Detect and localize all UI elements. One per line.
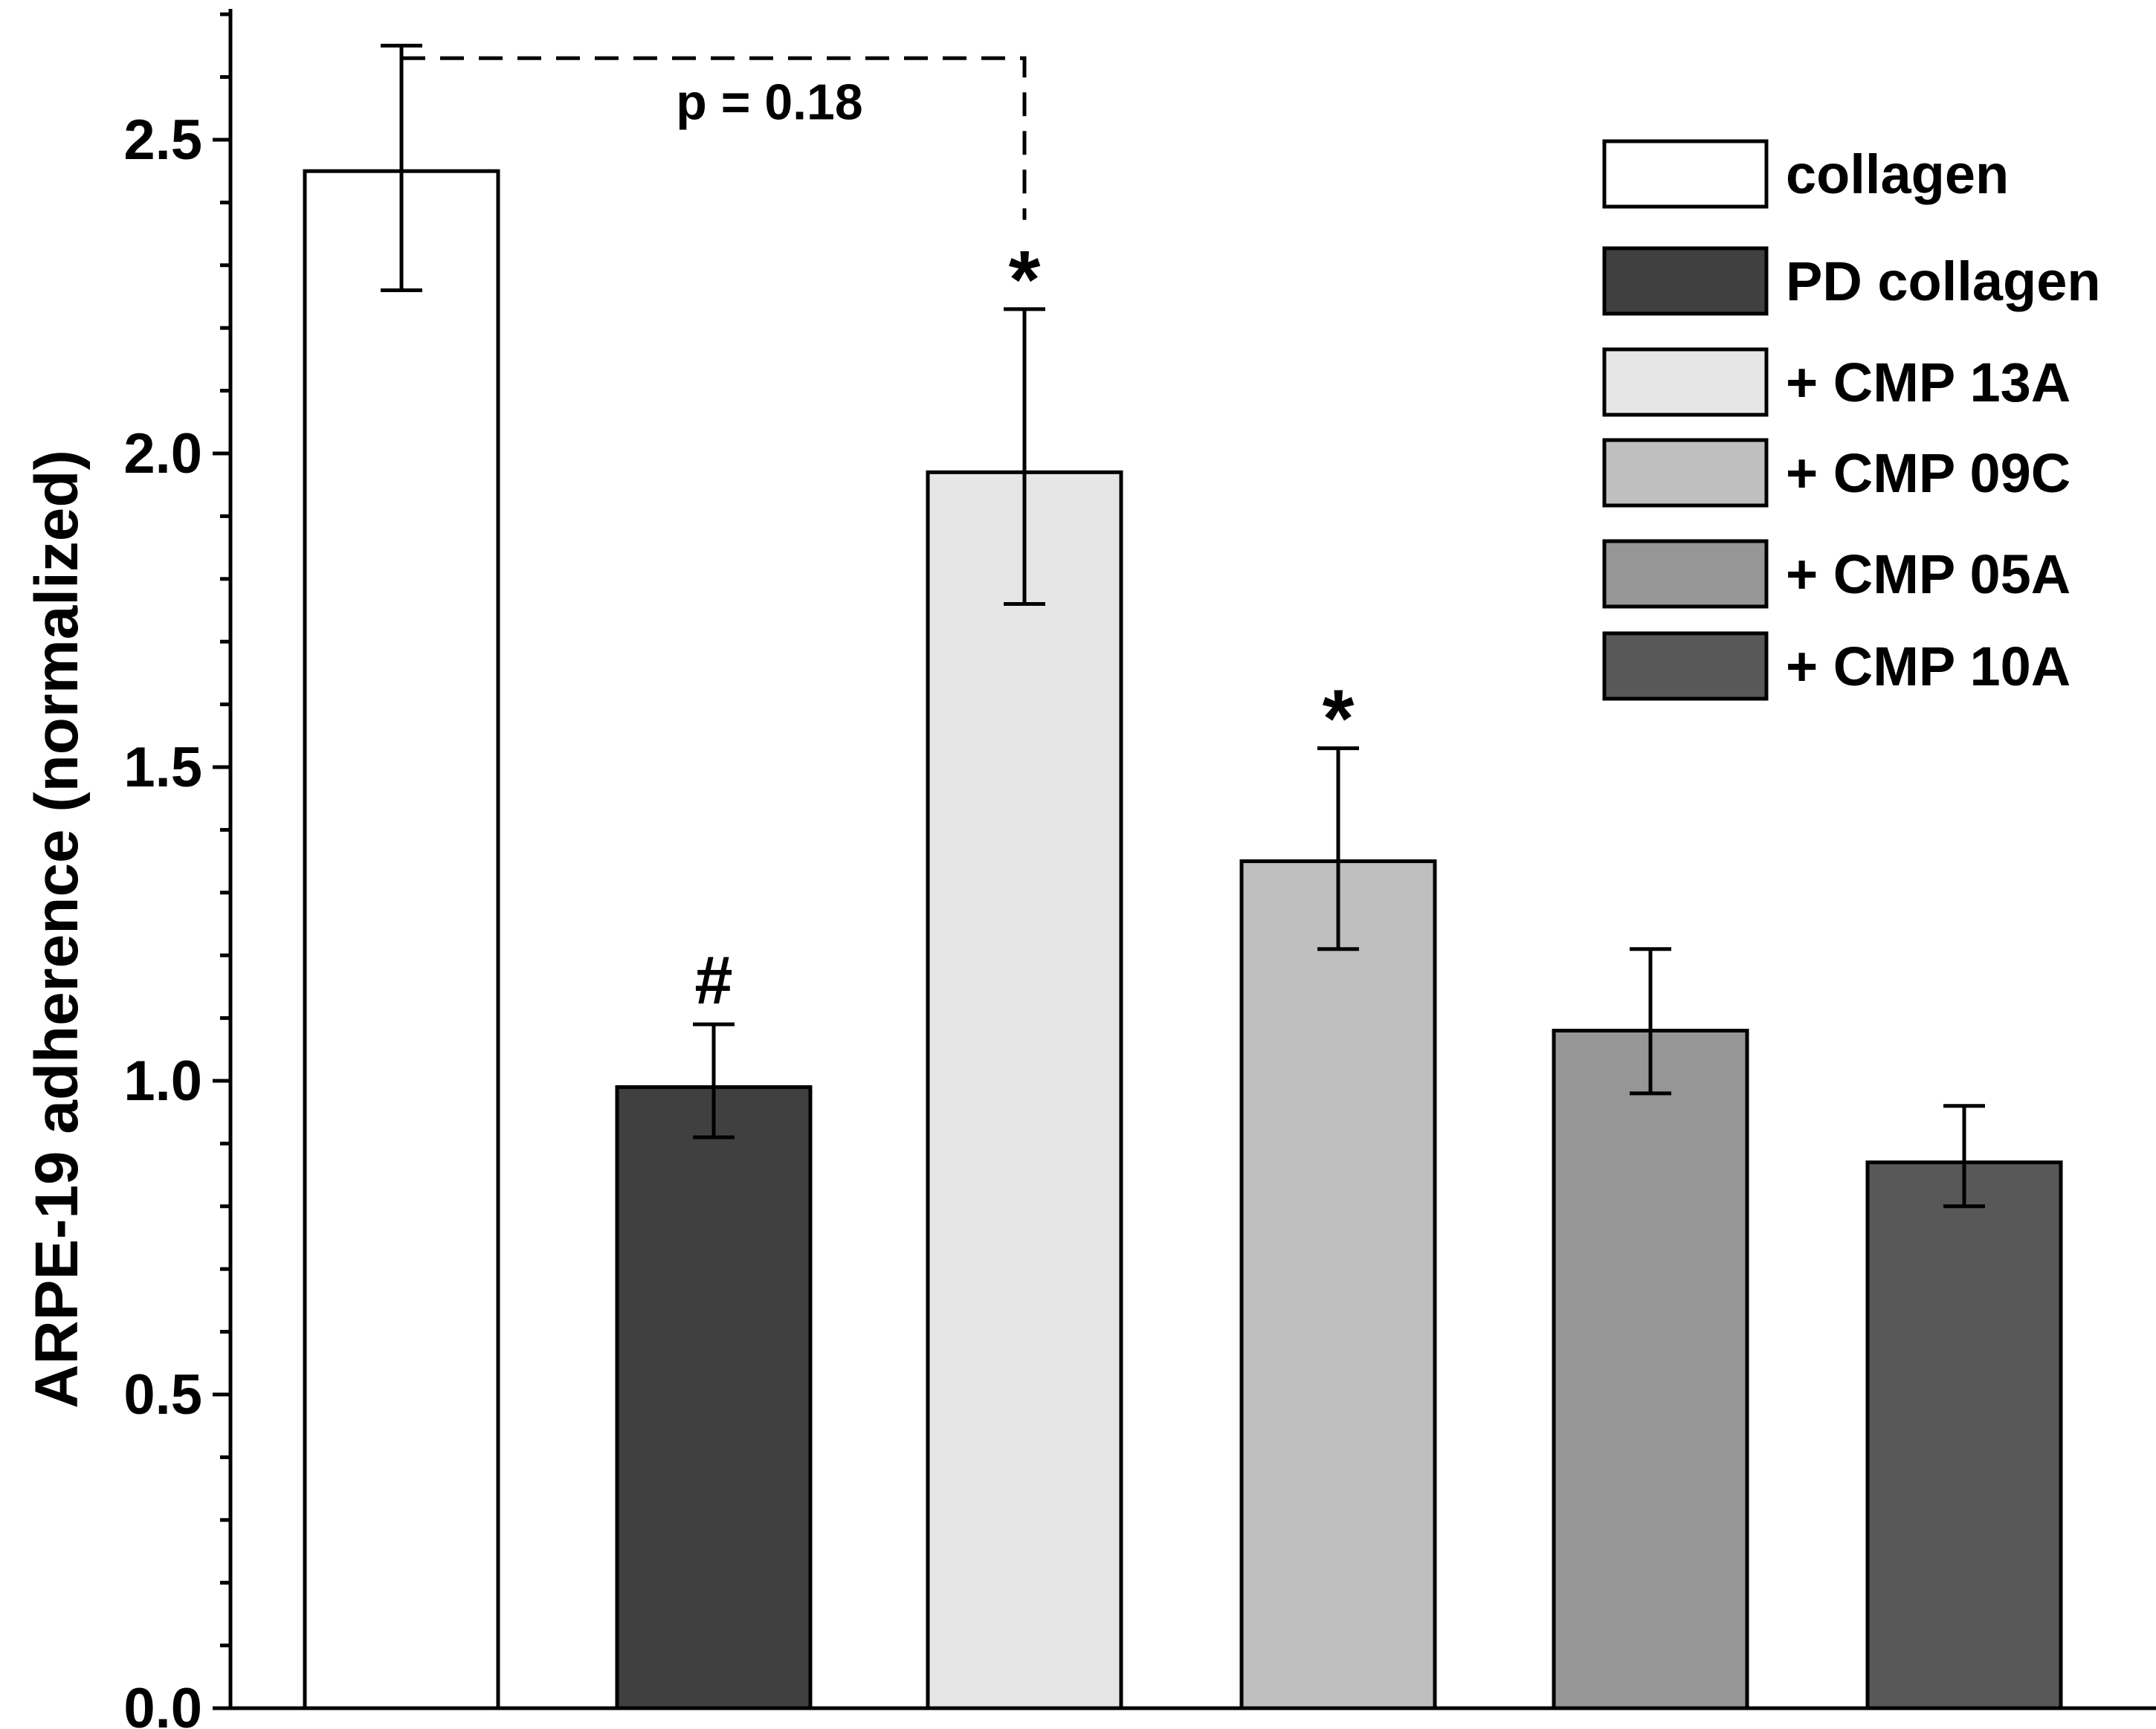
y-tick-label-5: 2.0 <box>123 422 202 485</box>
legend-label: + CMP 05A <box>1786 543 2071 605</box>
legend-swatch <box>1602 438 1769 508</box>
error-bar-3 <box>1004 307 1045 607</box>
significance-marker-4: * <box>1323 673 1355 765</box>
error-bar-2 <box>693 1022 735 1140</box>
legend-item-5: + CMP 05A <box>1602 539 2071 609</box>
error-bars-layer <box>381 43 1985 1209</box>
legend-label: + CMP 13A <box>1786 352 2071 413</box>
legend-swatch <box>1602 347 1769 417</box>
legend-swatch <box>1602 246 1769 316</box>
legend-item-6: + CMP 10A <box>1602 631 2071 701</box>
y-tick-label-2: 0.5 <box>123 1363 202 1426</box>
error-bar-1 <box>381 43 422 293</box>
y-tick-label-4: 1.5 <box>123 736 202 799</box>
legend-item-1: collagen <box>1602 139 2009 209</box>
y-tick-label-1: 0.0 <box>123 1677 202 1729</box>
legend-item-3: + CMP 13A <box>1602 347 2071 417</box>
legend-label: + CMP 09C <box>1786 442 2071 504</box>
y-axis <box>228 9 2156 1710</box>
significance-marker-3: * <box>1009 234 1041 326</box>
significance-markers-layer: # * * <box>694 234 1354 1018</box>
legend-swatch <box>1602 539 1769 609</box>
legend-label: PD collagen <box>1786 251 2101 312</box>
bar-3 <box>926 470 1123 1710</box>
legend-label: + CMP 10A <box>1786 636 2071 697</box>
error-bar-5 <box>1630 947 1671 1096</box>
bar-1 <box>303 169 500 1710</box>
legend-swatch <box>1602 139 1769 209</box>
legend-label: collagen <box>1786 143 2009 205</box>
error-bar-6 <box>1943 1104 1985 1209</box>
comparison-dashed-line <box>401 56 1027 220</box>
y-axis-label: ARPE-19 adherence (normalized) <box>23 450 91 1409</box>
significance-marker-2: # <box>694 943 732 1018</box>
bar-2 <box>615 1085 813 1710</box>
y-ticks-layer: 0.0 0.5 1.0 1.5 2.0 2.5 <box>123 12 230 1729</box>
error-bar-4 <box>1317 746 1359 951</box>
bar-4 <box>1239 859 1437 1710</box>
comparison-p-value-label: p = 0.18 <box>676 74 862 130</box>
y-tick-label-6: 2.5 <box>123 109 202 172</box>
y-tick-label-3: 1.0 <box>123 1050 202 1113</box>
comparison-bracket-layer: p = 0.18 <box>401 56 1027 220</box>
legend: collagen PD collagen + CMP 13A + CMP 09C + C… <box>1602 139 2101 701</box>
legend-item-4: + CMP 09C <box>1602 438 2071 508</box>
legend-swatch <box>1602 631 1769 701</box>
legend-item-2: PD collagen <box>1602 246 2101 316</box>
bar-5 <box>1552 1028 1749 1710</box>
bar-6 <box>1865 1160 2063 1710</box>
